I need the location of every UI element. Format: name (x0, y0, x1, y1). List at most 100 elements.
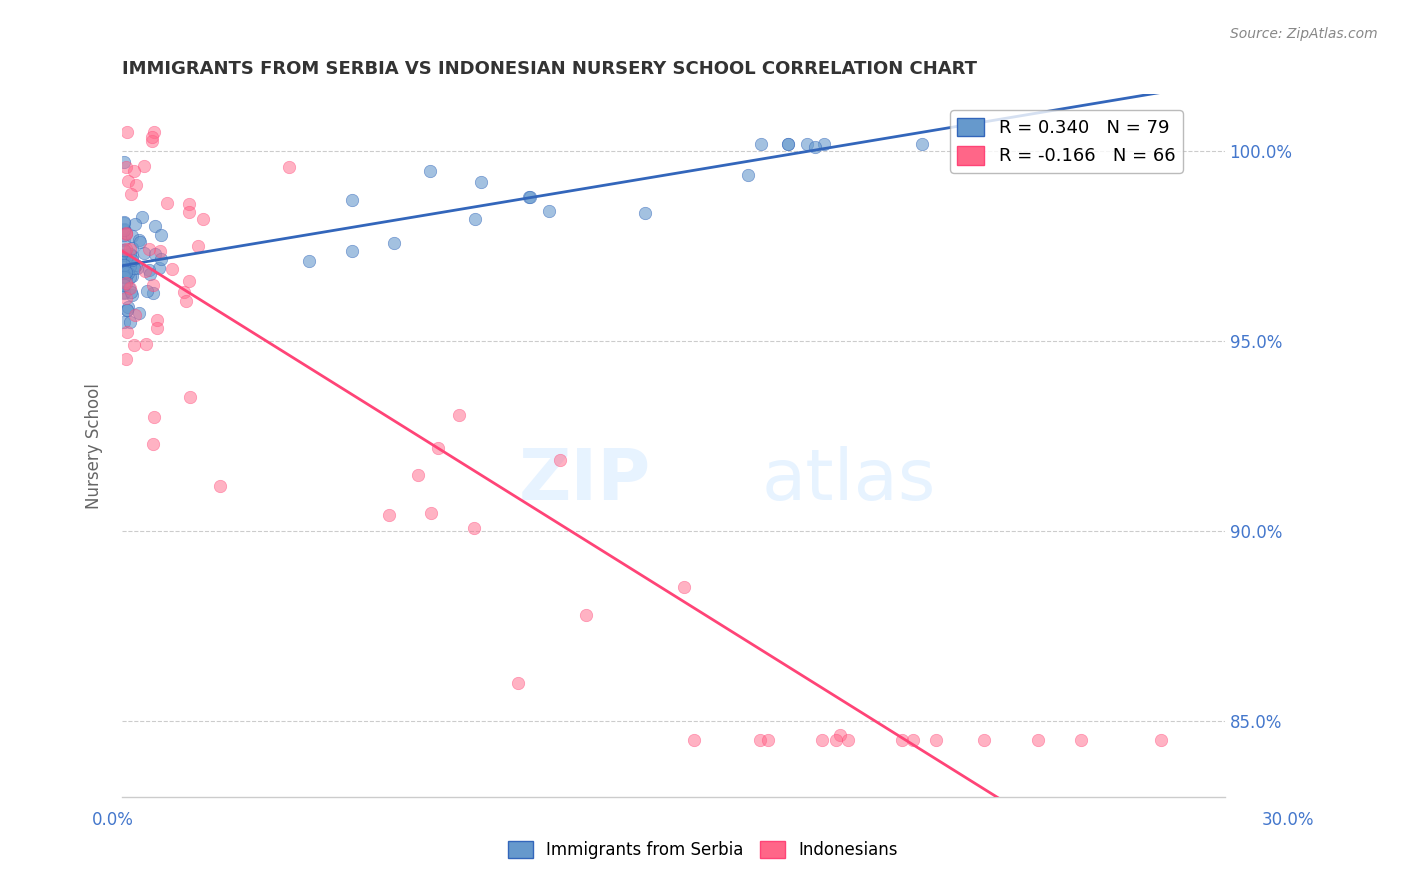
Point (115, 125, 138, 139)
Point (115, 276, 138, 290)
Point (277, 160, 299, 174)
Point (155, 196, 177, 211)
Point (139, 267, 162, 281)
Point (925, 732, 948, 747)
Point (124, 308, 146, 322)
Point (141, 129, 163, 144)
Point (470, 175, 492, 189)
Point (122, 164, 145, 178)
Point (825, 732, 848, 747)
Point (141, 278, 163, 293)
Point (114, 258, 136, 272)
Point (463, 521, 485, 535)
Point (115, 265, 138, 279)
Point (145, 320, 167, 334)
Point (148, 261, 170, 276)
Point (143, 410, 166, 425)
Text: Source: ZipAtlas.com: Source: ZipAtlas.com (1230, 27, 1378, 41)
Point (112, 248, 135, 262)
Point (112, 233, 135, 247)
Point (378, 508, 401, 522)
Point (187, 239, 209, 253)
Point (112, 228, 135, 243)
Point (121, 288, 143, 302)
Point (112, 223, 135, 237)
Point (115, 274, 138, 288)
Point (121, 229, 143, 244)
Point (122, 261, 145, 276)
Text: IMMIGRANTS FROM SERBIA VS INDONESIAN NURSERY SCHOOL CORRELATION CHART: IMMIGRANTS FROM SERBIA VS INDONESIAN NUR… (122, 60, 977, 78)
Point (112, 216, 135, 230)
Point (117, 174, 139, 188)
Point (112, 269, 135, 284)
Point (117, 266, 139, 280)
Point (143, 247, 166, 261)
Point (112, 285, 135, 300)
Point (141, 134, 163, 148)
Point (135, 285, 157, 299)
Point (128, 306, 150, 320)
Point (142, 125, 165, 139)
Point (737, 169, 759, 183)
Point (901, 732, 924, 747)
Point (131, 210, 153, 224)
Point (519, 189, 541, 203)
Point (118, 281, 141, 295)
Point (830, 728, 852, 742)
Point (114, 264, 136, 278)
Point (804, 139, 827, 153)
Point (114, 160, 136, 174)
Point (179, 205, 201, 219)
Point (120, 259, 142, 273)
Point (160, 261, 183, 276)
Point (114, 247, 136, 261)
Point (673, 580, 696, 594)
Point (112, 315, 135, 329)
Point (575, 608, 598, 623)
Point (112, 277, 135, 292)
Point (112, 269, 135, 284)
Point (112, 155, 135, 169)
Point (115, 226, 138, 240)
Point (120, 315, 142, 329)
Point (114, 227, 136, 241)
Point (756, 732, 779, 747)
Point (112, 215, 135, 229)
Point (550, 453, 572, 467)
Y-axis label: Nursery School: Nursery School (86, 383, 103, 508)
Point (115, 269, 138, 284)
Point (125, 261, 148, 276)
Point (117, 301, 139, 315)
Point (118, 246, 141, 260)
Point (426, 441, 449, 455)
Point (120, 285, 142, 300)
Text: 30.0%: 30.0% (1263, 811, 1315, 829)
Point (114, 244, 136, 258)
Point (118, 280, 141, 294)
Point (683, 732, 706, 747)
Point (173, 285, 195, 300)
Point (112, 257, 135, 271)
Point (149, 252, 172, 267)
Point (121, 253, 143, 268)
Point (174, 293, 197, 308)
Point (124, 338, 146, 352)
Point (1150, 732, 1173, 747)
Point (634, 205, 657, 219)
Point (406, 467, 429, 482)
Point (145, 313, 167, 327)
Point (142, 436, 165, 450)
Point (193, 212, 215, 227)
Point (112, 285, 135, 300)
Point (420, 506, 443, 520)
Point (114, 226, 136, 240)
Point (124, 258, 146, 272)
Point (134, 264, 156, 278)
Point (517, 190, 540, 204)
Point (776, 136, 799, 151)
Point (748, 732, 770, 747)
Point (911, 136, 934, 151)
Point (114, 351, 136, 366)
Point (120, 187, 142, 202)
Text: 0.0%: 0.0% (91, 811, 134, 829)
